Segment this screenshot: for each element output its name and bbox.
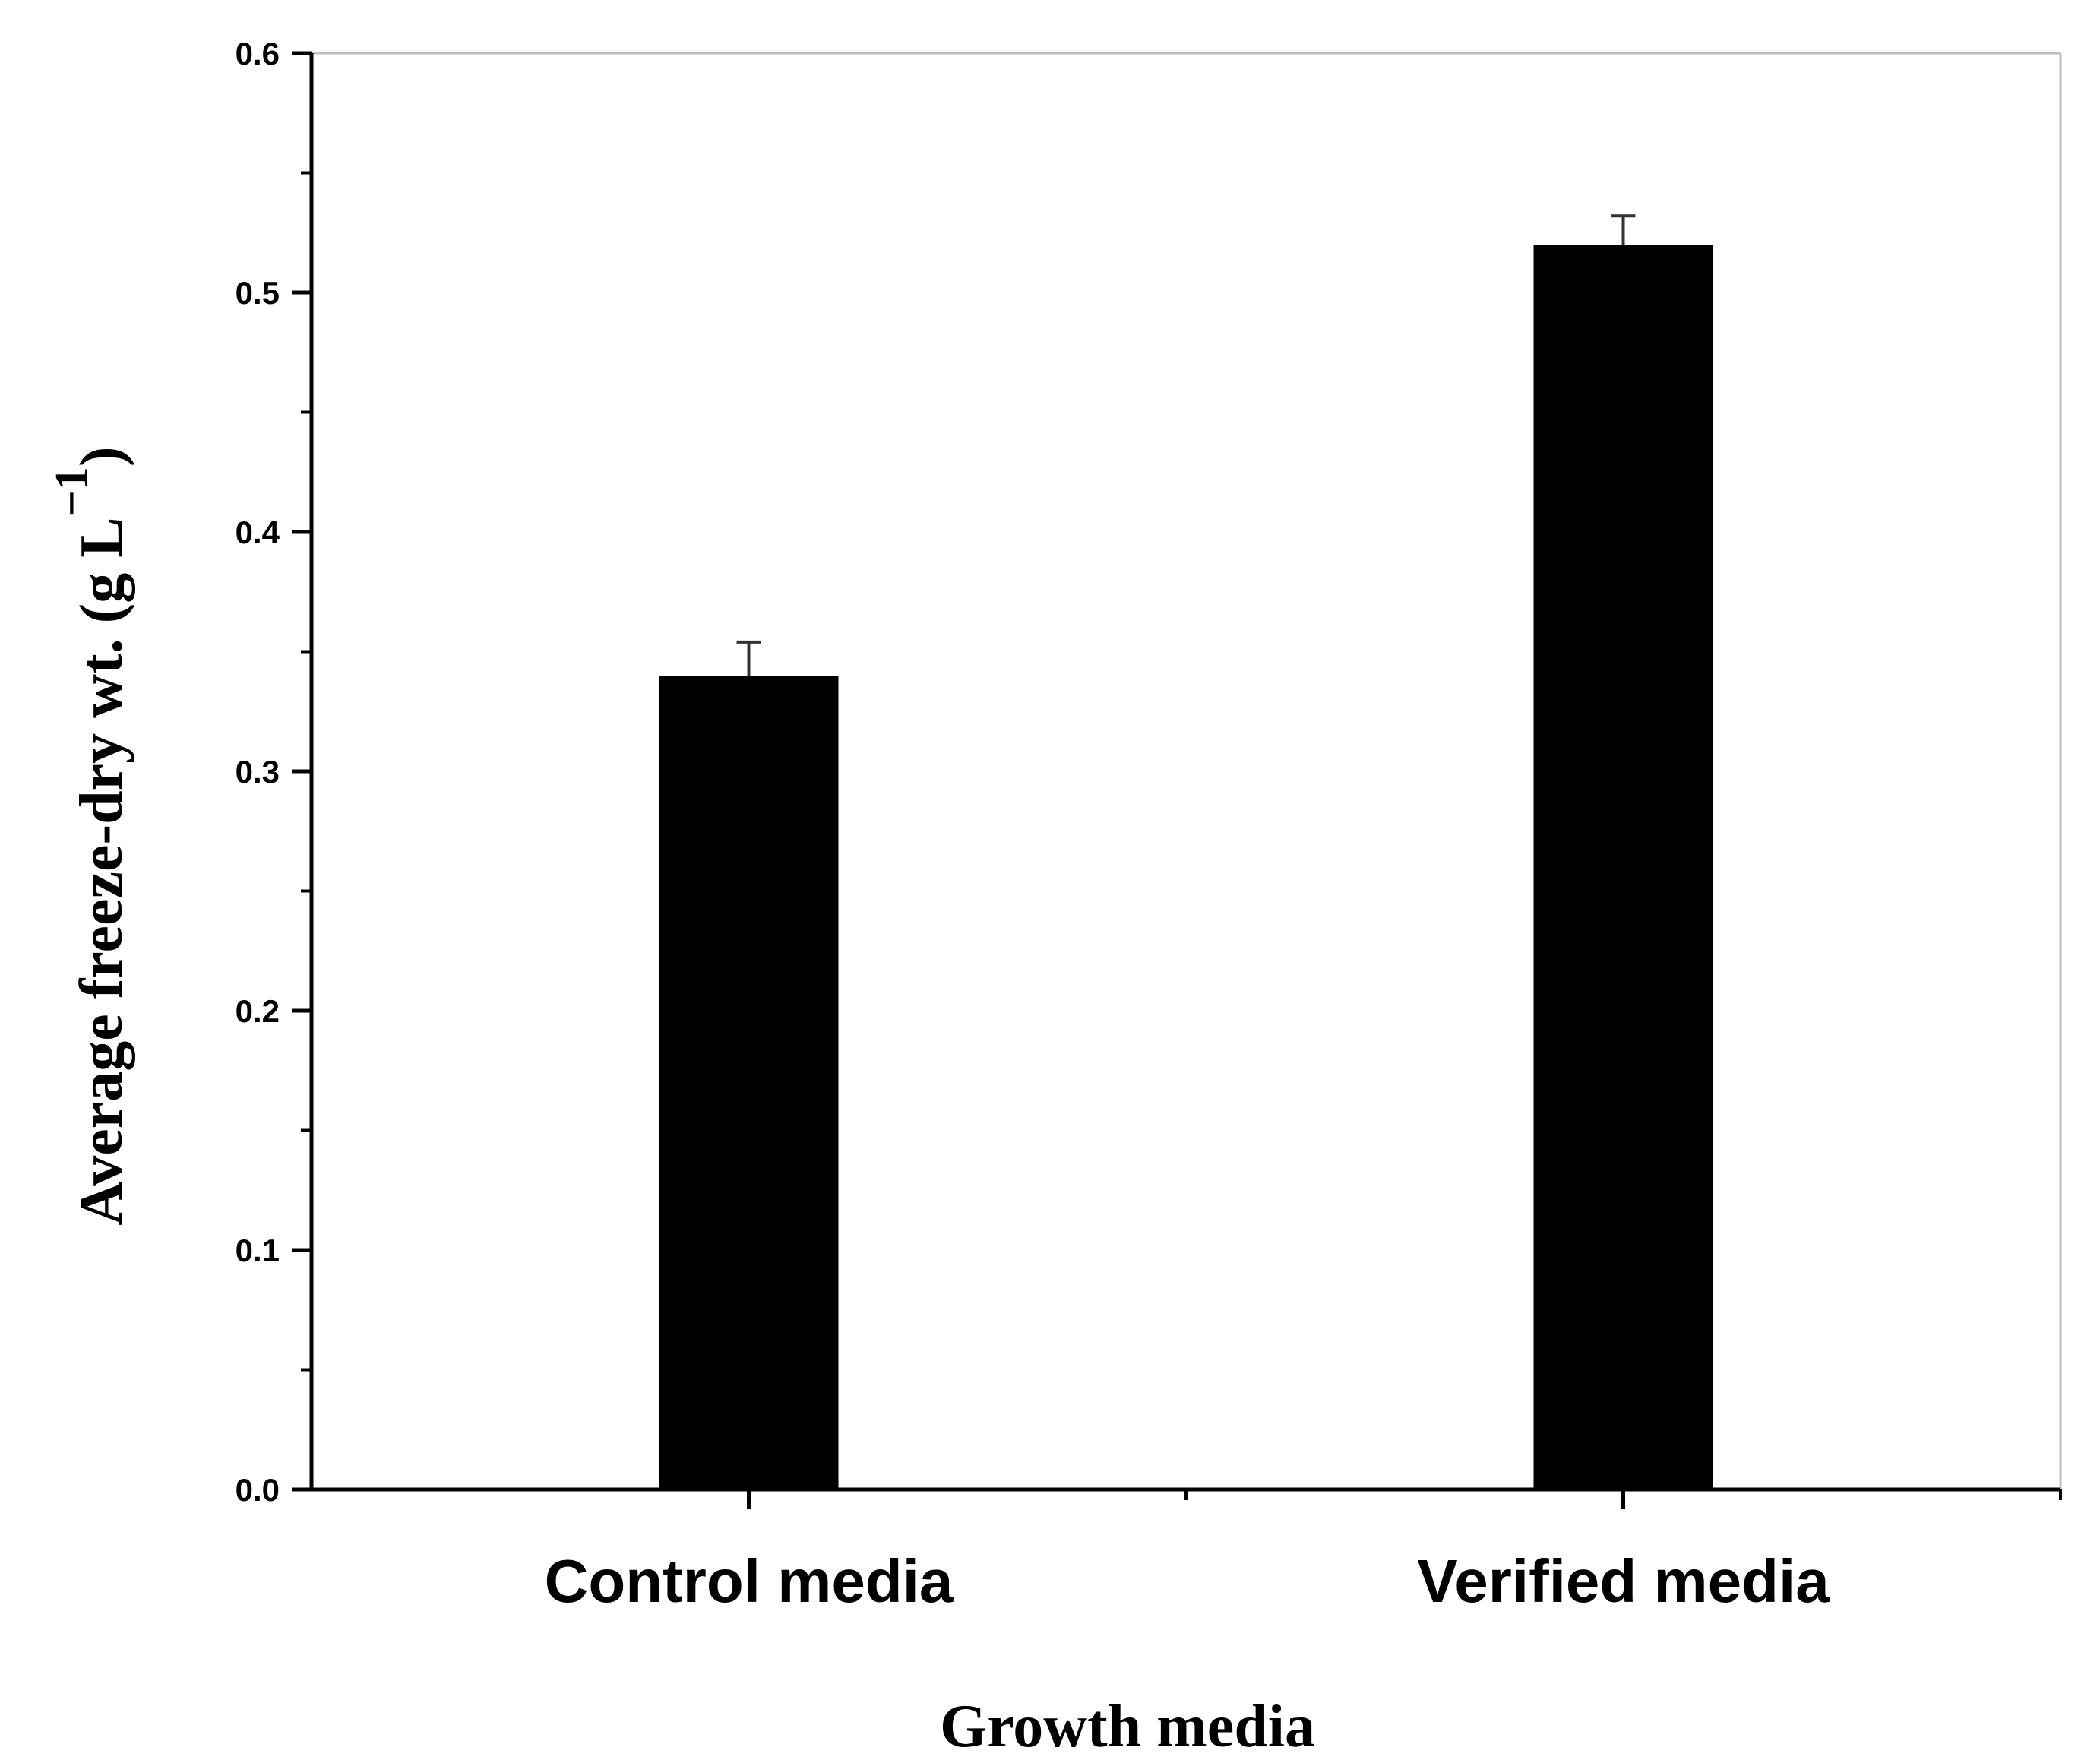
y-axis-title-text: Average freeze-dry wt. (g L [68, 517, 135, 1225]
error-bars [736, 214, 1636, 676]
x-axis-ticks: Control media Verified media [545, 1489, 2062, 1615]
y-axis-title-close: ) [68, 446, 135, 467]
x-axis-title: Growth media [940, 1693, 1315, 1760]
y-axis-title: Average freeze-dry wt. (g L−1) [46, 446, 135, 1225]
bars [659, 245, 1713, 1489]
y-tick-label: 0.6 [236, 36, 280, 71]
y-tick-label: 0.3 [236, 754, 280, 790]
y-tick-label: 0.0 [236, 1472, 280, 1508]
x-tick-label: Verified media [1417, 1547, 1830, 1615]
bar [659, 676, 839, 1489]
bar [1533, 245, 1713, 1489]
y-tick-label: 0.5 [236, 275, 280, 311]
y-tick-label: 0.4 [236, 514, 280, 550]
x-tick-label: Control media [545, 1547, 954, 1615]
y-tick-label: 0.1 [236, 1233, 280, 1268]
y-axis-title-exponent: −1 [46, 467, 98, 517]
plot-frame [309, 52, 2062, 1492]
y-axis-ticks: 0.0 0.1 0.2 0.3 0.4 0.5 0.6 [236, 36, 312, 1508]
y-tick-label: 0.2 [236, 993, 280, 1029]
